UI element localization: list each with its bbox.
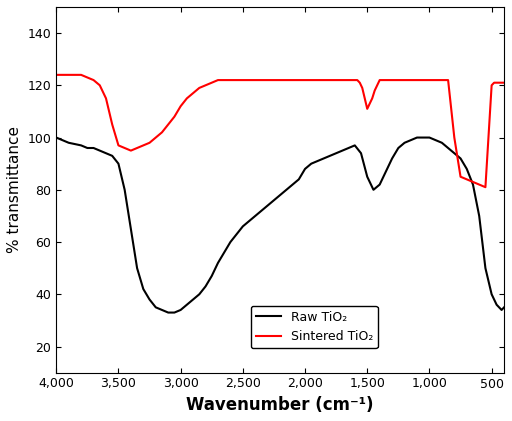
Raw TiO₂ xyxy=(482,266,488,271)
Sintered TiO₂ xyxy=(464,177,470,182)
X-axis label: Wavenumber (cm⁻¹): Wavenumber (cm⁻¹) xyxy=(186,396,374,414)
Raw TiO₂ xyxy=(221,250,227,255)
Sintered TiO₂ xyxy=(53,72,59,77)
Y-axis label: % transmittance: % transmittance xyxy=(7,126,22,253)
Legend: Raw TiO₂, Sintered TiO₂: Raw TiO₂, Sintered TiO₂ xyxy=(250,306,378,348)
Line: Sintered TiO₂: Sintered TiO₂ xyxy=(56,75,504,187)
Raw TiO₂ xyxy=(321,156,327,161)
Sintered TiO₂ xyxy=(501,80,507,85)
Sintered TiO₂ xyxy=(364,106,370,111)
Raw TiO₂ xyxy=(327,153,333,158)
Raw TiO₂ xyxy=(159,307,165,312)
Sintered TiO₂ xyxy=(357,80,363,85)
Line: Raw TiO₂: Raw TiO₂ xyxy=(56,138,504,312)
Sintered TiO₂ xyxy=(354,77,360,83)
Sintered TiO₂ xyxy=(283,77,289,83)
Raw TiO₂ xyxy=(165,310,172,315)
Sintered TiO₂ xyxy=(482,185,488,190)
Raw TiO₂ xyxy=(172,310,178,315)
Sintered TiO₂ xyxy=(372,88,378,93)
Raw TiO₂ xyxy=(501,305,507,310)
Raw TiO₂ xyxy=(53,135,59,140)
